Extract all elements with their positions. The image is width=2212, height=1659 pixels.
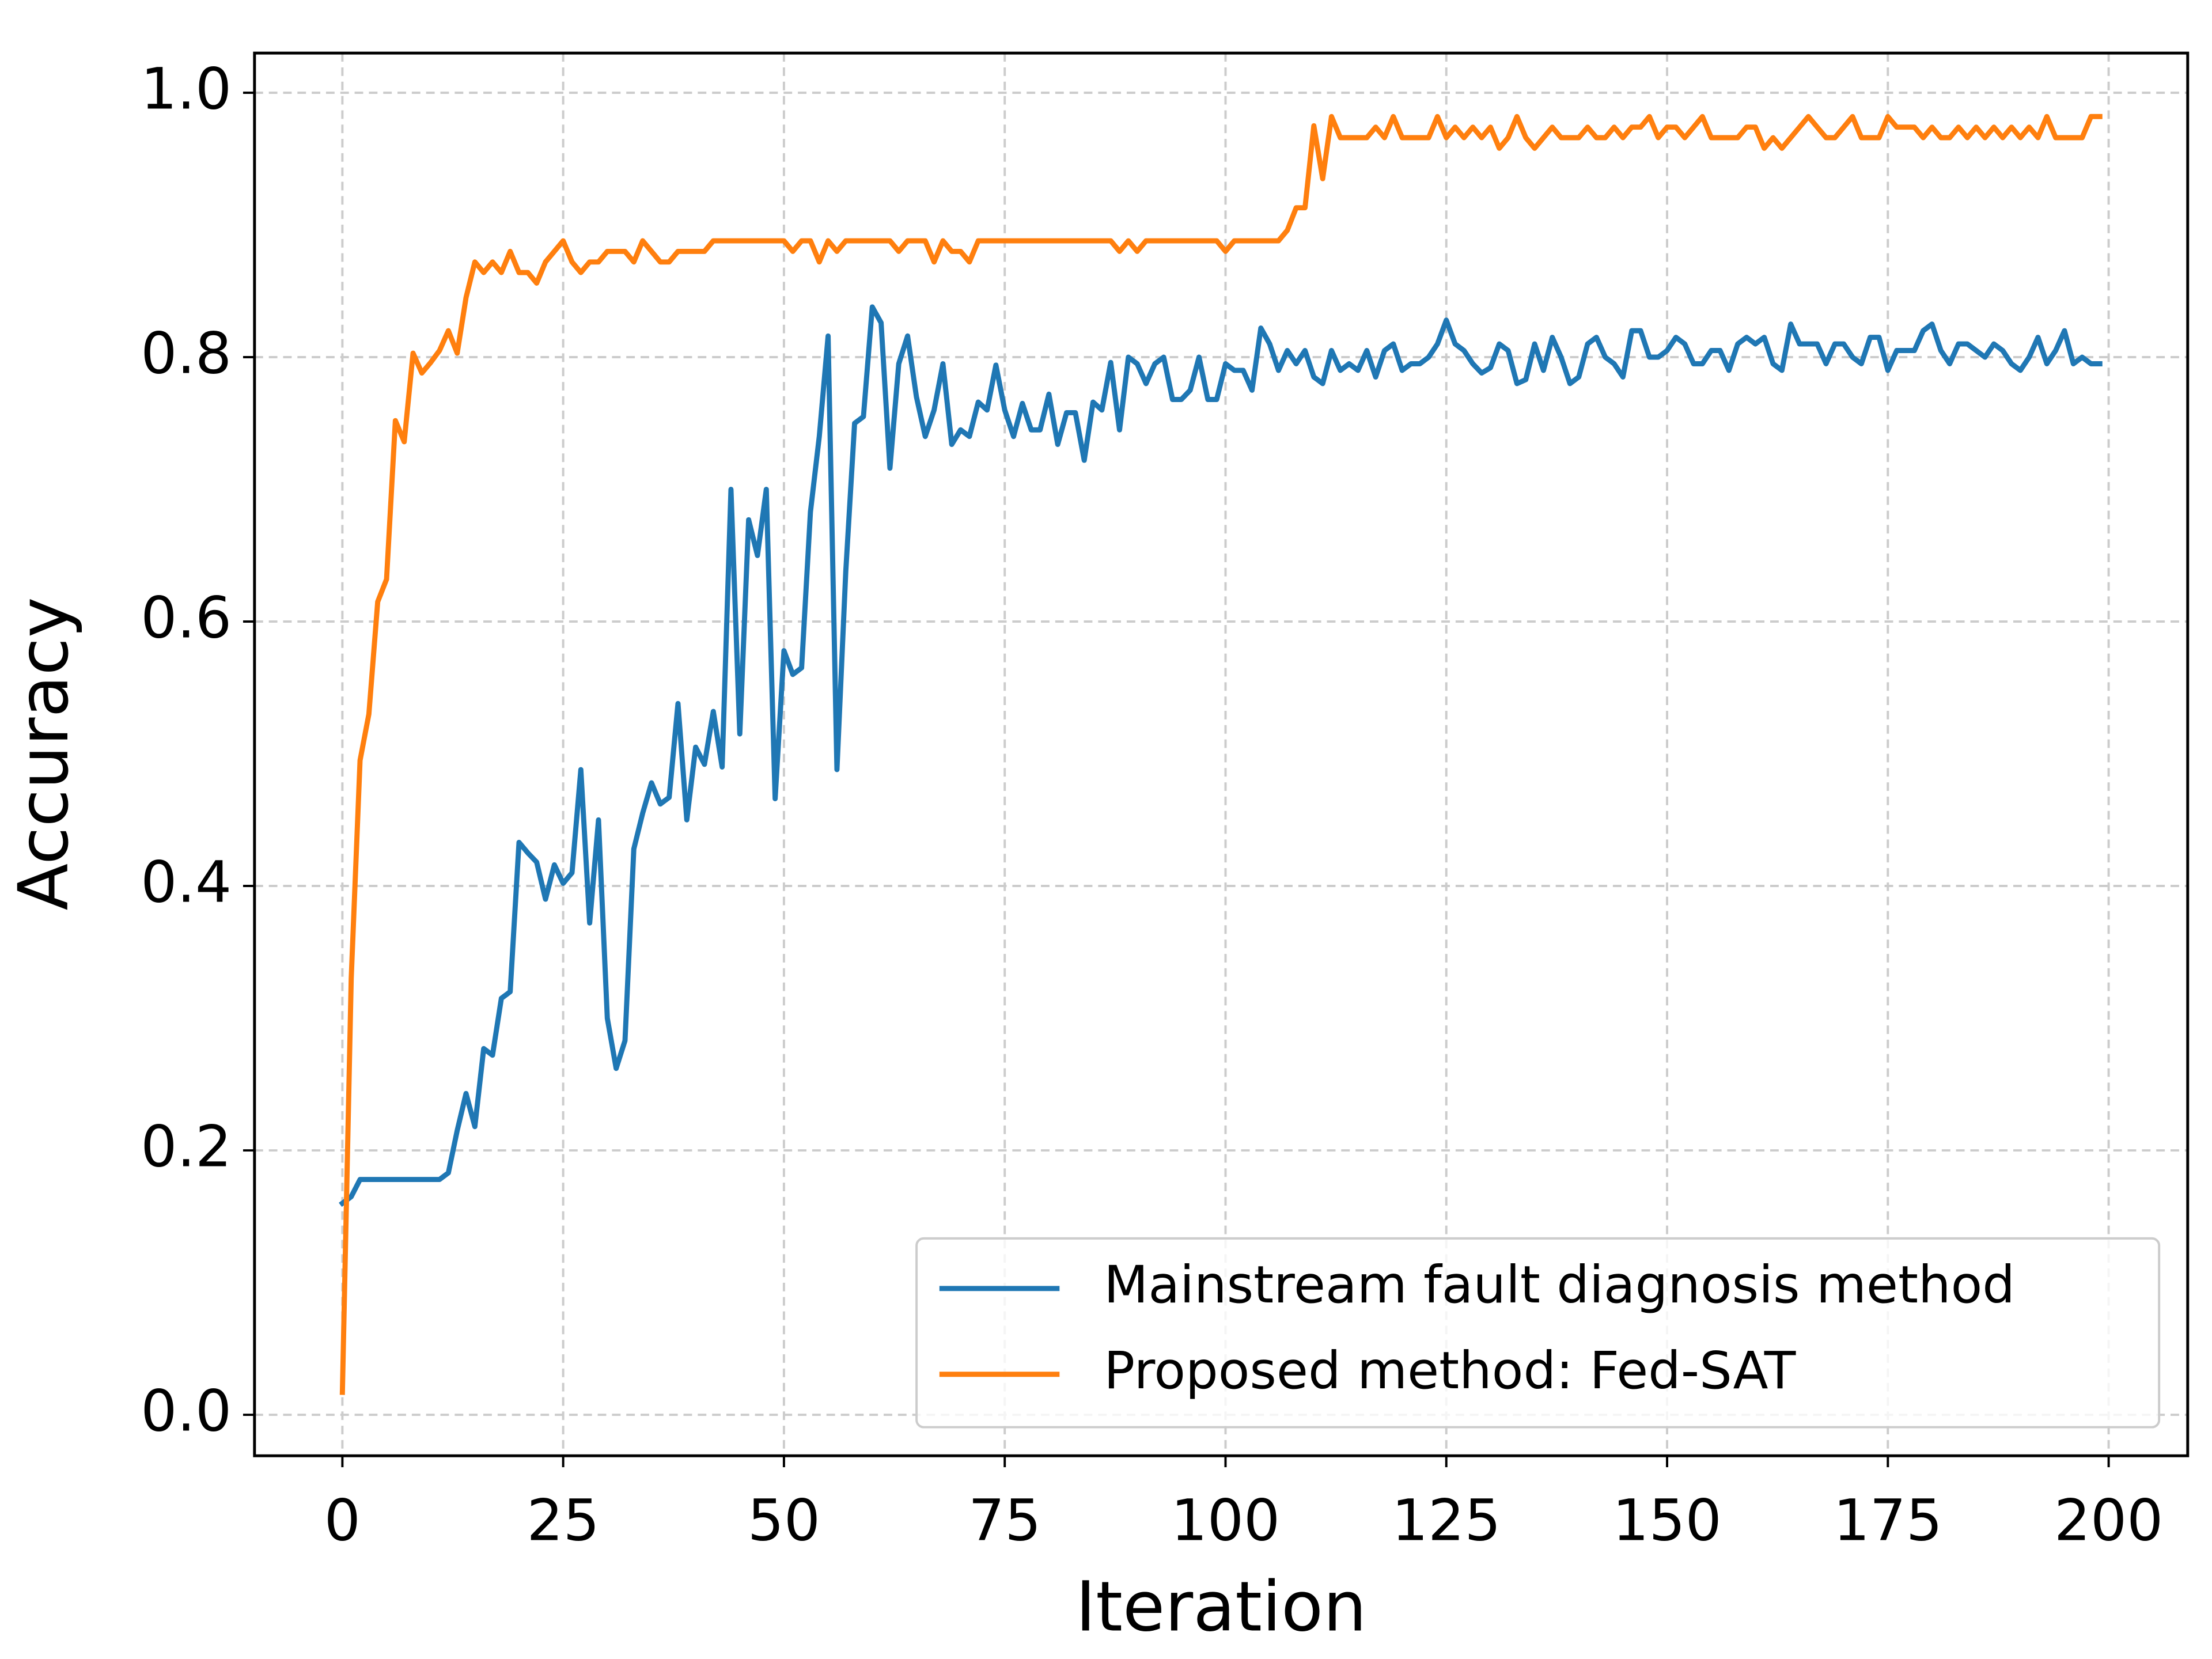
legend-box — [915, 1237, 2161, 1429]
x-tick-label: 75 — [968, 1488, 1041, 1554]
y-tick-label: 1.0 — [141, 56, 232, 122]
y-tick-label: 0.0 — [141, 1378, 232, 1444]
y-tick-label: 0.8 — [141, 320, 232, 387]
data-line — [339, 113, 2103, 1395]
y-tick-label: 0.2 — [141, 1113, 232, 1180]
y-tick-label: 0.6 — [141, 585, 232, 651]
x-tick-label: 100 — [1171, 1488, 1280, 1554]
plot-frame — [253, 51, 2190, 1457]
x-tick-label: 50 — [748, 1488, 820, 1554]
legend-label: Mainstream fault diagnosis method — [1104, 1255, 2015, 1315]
x-tick-label: 175 — [1834, 1488, 1942, 1554]
y-tick-label: 0.4 — [141, 849, 232, 915]
legend-label: Proposed method: Fed-SAT — [1104, 1341, 1796, 1401]
x-tick-label: 200 — [2054, 1488, 2163, 1554]
x-axis-label: Iteration — [1075, 1567, 1366, 1647]
x-tick-label: 0 — [324, 1488, 361, 1554]
y-axis-label: Accuracy — [4, 597, 84, 911]
data-line — [339, 304, 2103, 1207]
x-tick-label: 150 — [1612, 1488, 1721, 1554]
x-tick-label: 25 — [527, 1488, 599, 1554]
x-tick-label: 125 — [1392, 1488, 1501, 1554]
